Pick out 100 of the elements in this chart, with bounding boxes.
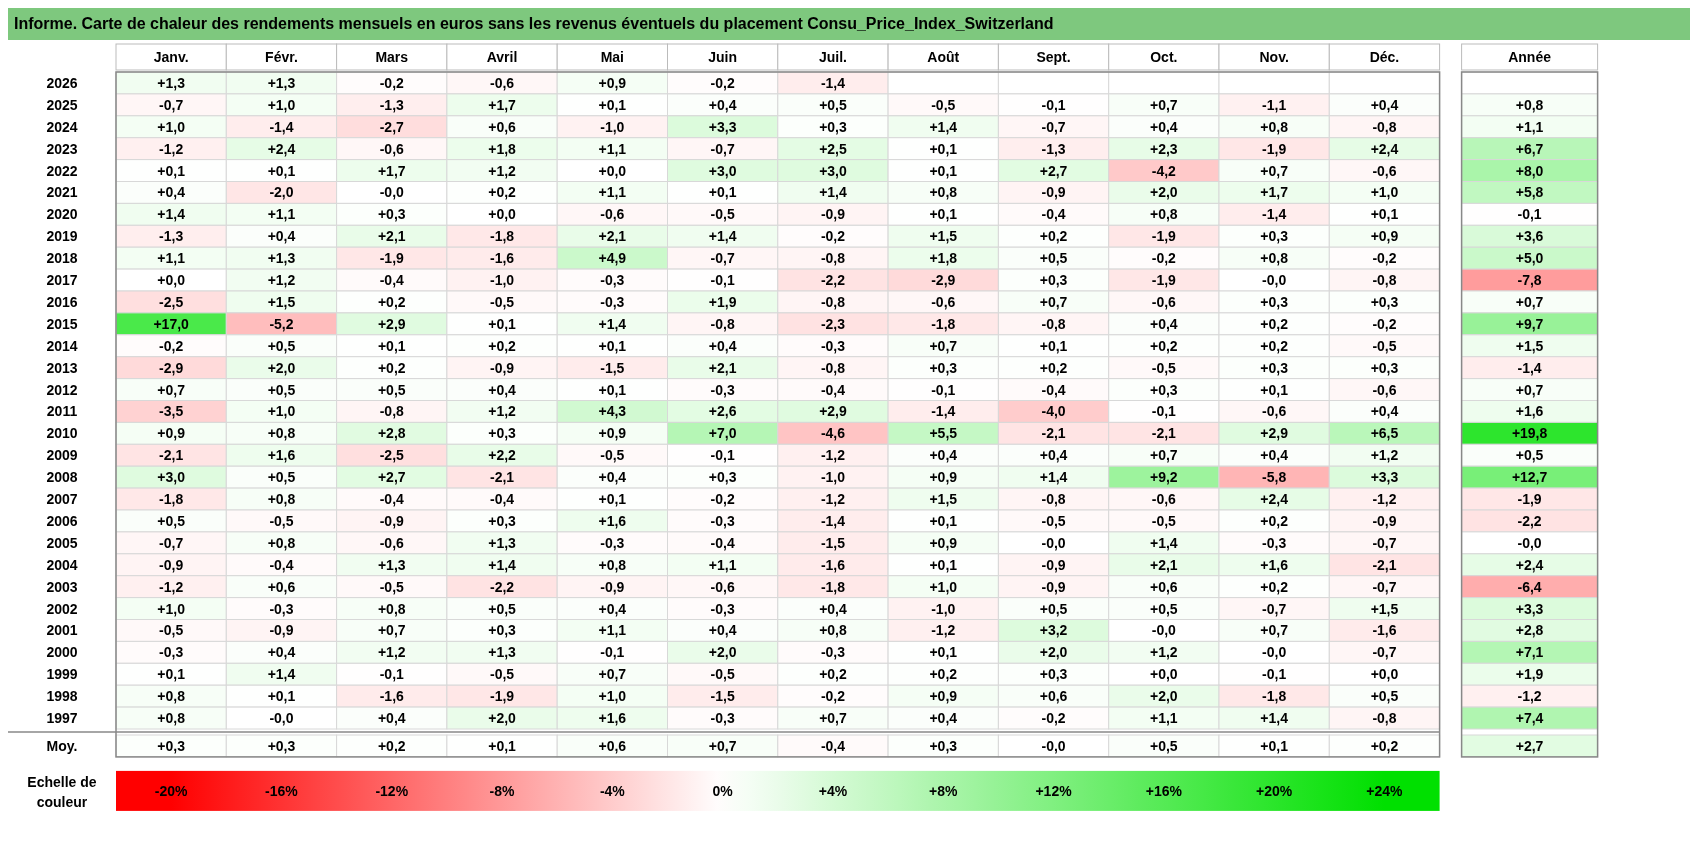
data-label: +0,7 bbox=[1150, 96, 1178, 113]
y-tick-label: 2019 bbox=[46, 228, 78, 245]
data-label: -2,3 bbox=[820, 315, 846, 332]
data-label: +17,0 bbox=[153, 315, 190, 332]
color-bar-label: -20% bbox=[154, 782, 189, 799]
color-bar-label: +24% bbox=[1366, 782, 1404, 799]
data-label: +2,0 bbox=[1150, 688, 1178, 705]
data-label: +0,1 bbox=[377, 337, 406, 354]
data-label: -2,9 bbox=[159, 359, 184, 376]
data-label: +0,3 bbox=[157, 737, 186, 754]
data-label: +0,4 bbox=[1370, 403, 1399, 420]
data-label: -0,3 bbox=[600, 272, 625, 289]
data-label: +1,0 bbox=[929, 578, 958, 595]
data-label: -1,1 bbox=[1262, 96, 1287, 113]
data-label: -0,4 bbox=[1041, 381, 1066, 398]
data-label: +0,5 bbox=[488, 600, 517, 617]
x-tick-label: Sept. bbox=[1036, 49, 1071, 65]
data-label: -0,0 bbox=[379, 184, 405, 201]
data-label: +1,3 bbox=[377, 556, 406, 573]
x-tick-label: Nov. bbox=[1259, 49, 1289, 65]
data-label: -0,6 bbox=[600, 206, 625, 223]
data-label: +1,1 bbox=[598, 140, 627, 157]
data-label: -1,4 bbox=[820, 512, 846, 529]
data-label: -0,9 bbox=[600, 578, 625, 595]
data-label: -0,8 bbox=[1041, 315, 1066, 332]
data-label: +0,3 bbox=[1039, 666, 1068, 683]
data-label: +3,0 bbox=[157, 469, 186, 486]
data-label: +2,7 bbox=[1515, 737, 1544, 754]
data-label: +1,2 bbox=[1150, 644, 1178, 661]
data-label: +0,4 bbox=[708, 96, 737, 113]
data-label: +1,3 bbox=[488, 534, 517, 551]
data-label: +0,2 bbox=[1039, 359, 1068, 376]
data-label: +0,0 bbox=[1370, 666, 1399, 683]
data-label: +2,4 bbox=[1515, 556, 1544, 573]
color-bar-label: +12% bbox=[1035, 782, 1073, 799]
data-label: +0,3 bbox=[929, 737, 958, 754]
data-label: -0,8 bbox=[820, 293, 846, 310]
data-label: +0,1 bbox=[157, 666, 186, 683]
data-label: +0,0 bbox=[1150, 666, 1178, 683]
data-label: +0,4 bbox=[598, 600, 627, 617]
data-label: -0,2 bbox=[710, 491, 735, 508]
data-label: +1,6 bbox=[598, 512, 627, 529]
data-label: -2,7 bbox=[379, 118, 405, 135]
data-label: +0,5 bbox=[157, 512, 186, 529]
data-label: +0,2 bbox=[377, 359, 406, 376]
data-label: -1,4 bbox=[269, 118, 294, 135]
data-label: -0,9 bbox=[1041, 184, 1066, 201]
data-label: +0,4 bbox=[157, 184, 186, 201]
data-label: +0,5 bbox=[1515, 447, 1544, 464]
data-label: +1,7 bbox=[377, 162, 406, 179]
data-label: +1,1 bbox=[598, 622, 627, 639]
data-label: +0,6 bbox=[598, 737, 627, 754]
data-label: +0,1 bbox=[488, 315, 517, 332]
data-label: +0,1 bbox=[267, 688, 296, 705]
data-label: -0,3 bbox=[269, 600, 294, 617]
y-tick-label: 2004 bbox=[46, 556, 78, 573]
data-label: +1,1 bbox=[598, 184, 627, 201]
x-tick-label: Janv. bbox=[153, 49, 189, 65]
data-label: +1,3 bbox=[157, 74, 186, 91]
data-label: -1,5 bbox=[820, 534, 846, 551]
data-label: +0,4 bbox=[1039, 447, 1068, 464]
data-label: -0,6 bbox=[1151, 491, 1177, 508]
data-label: +0,2 bbox=[488, 184, 517, 201]
data-label: +0,3 bbox=[267, 737, 296, 754]
data-label: +1,8 bbox=[929, 250, 958, 267]
data-label: +0,7 bbox=[1515, 293, 1544, 310]
data-label: -0,5 bbox=[710, 206, 735, 223]
data-label: +0,5 bbox=[1150, 600, 1178, 617]
data-label: +0,3 bbox=[1370, 359, 1399, 376]
data-label: -0,4 bbox=[820, 737, 846, 754]
data-label: -0,9 bbox=[1041, 556, 1066, 573]
data-label: +2,7 bbox=[1039, 162, 1068, 179]
data-label: -1,2 bbox=[159, 140, 184, 157]
data-label: -0,5 bbox=[269, 512, 294, 529]
data-label: +0,3 bbox=[1039, 272, 1068, 289]
data-label: -1,5 bbox=[600, 359, 625, 376]
color-bar-label: -8% bbox=[489, 782, 516, 799]
data-label: +0,6 bbox=[267, 578, 296, 595]
data-label: -1,2 bbox=[820, 447, 846, 464]
y-tick-label: 2015 bbox=[46, 315, 78, 332]
y-tick-label: 2016 bbox=[46, 293, 78, 310]
x-tick-label: Juin bbox=[708, 49, 738, 65]
data-label: +12,7 bbox=[1511, 469, 1548, 486]
data-label: +0,4 bbox=[819, 600, 847, 617]
data-label: +2,0 bbox=[1150, 184, 1178, 201]
data-label: +0,4 bbox=[1260, 447, 1289, 464]
y-tick-label: 2026 bbox=[46, 74, 78, 91]
data-label: +7,1 bbox=[1515, 644, 1544, 661]
data-label: +0,5 bbox=[819, 96, 847, 113]
data-label: +2,3 bbox=[1150, 140, 1178, 157]
data-label: +1,6 bbox=[1515, 403, 1544, 420]
data-label: +9,2 bbox=[1150, 469, 1178, 486]
data-label: -2,1 bbox=[1151, 425, 1177, 442]
data-label: +0,4 bbox=[267, 228, 296, 245]
y-tick-label: 2011 bbox=[46, 403, 78, 420]
y-tick-label: 2007 bbox=[46, 491, 78, 508]
data-label: -1,9 bbox=[1151, 272, 1177, 289]
x-tick-label: Avril bbox=[486, 49, 518, 65]
data-label: +0,4 bbox=[708, 337, 737, 354]
data-label: -0,2 bbox=[379, 74, 405, 91]
